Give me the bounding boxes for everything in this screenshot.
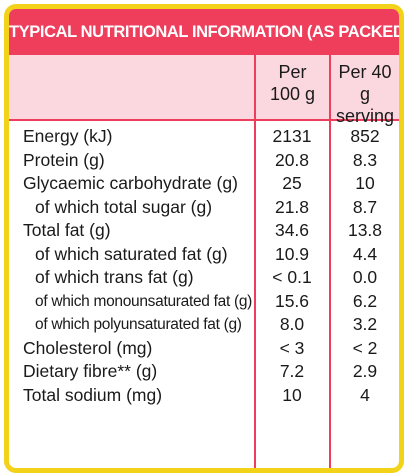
column-header-per-100g-line2: 100 g xyxy=(269,84,316,104)
nutrient-label: Cholesterol (mg) xyxy=(23,337,153,358)
table-row: of which total sugar (g) 21.8 8.7 xyxy=(9,196,399,220)
nutrient-label: Total fat (g) xyxy=(23,220,111,240)
nutrient-label: Protein (g) xyxy=(23,149,105,170)
per-100g-value: < 3 xyxy=(279,337,305,358)
per-serving-value: 13.8 xyxy=(347,220,383,240)
table-row: of which saturated fat (g) 10.9 4.4 xyxy=(9,243,399,267)
table-row: Dietary fibre** (g) 7.2 2.9 xyxy=(9,360,399,384)
per-serving-value: 10 xyxy=(355,173,375,193)
per-serving-value: 6.2 xyxy=(352,290,378,311)
table-row: Glycaemic carbohydrate (g) 25 10 xyxy=(9,172,399,196)
per-serving-value: 0.0 xyxy=(352,267,378,287)
header-divider xyxy=(9,119,399,121)
per-serving-value: 8.7 xyxy=(352,196,378,217)
table-row: of which monounsaturated fat (g) 15.6 6.… xyxy=(9,290,399,314)
column-header-per-100g: Per 100 g xyxy=(256,61,329,105)
per-100g-value: 25 xyxy=(282,173,302,193)
table-row: Protein (g) 20.8 8.3 xyxy=(9,149,399,173)
per-serving-value: < 2 xyxy=(352,337,378,358)
nutrient-label: Glycaemic carbohydrate (g) xyxy=(23,173,238,193)
table-row: of which polyunsaturated fat (g) 8.0 3.2 xyxy=(9,313,399,337)
column-divider-right xyxy=(329,55,331,468)
table-row: of which trans fat (g) < 0.1 0.0 xyxy=(9,266,399,290)
table-row: Cholesterol (mg) < 3 < 2 xyxy=(9,337,399,361)
column-header-per-serving: Per 40 g serving xyxy=(331,61,399,127)
per-serving-value: 8.3 xyxy=(352,149,378,170)
per-serving-value: 3.2 xyxy=(352,314,378,334)
per-serving-value: 2.9 xyxy=(352,361,378,381)
column-header-per-serving-line2: serving xyxy=(335,106,395,126)
column-divider-left xyxy=(254,55,256,468)
per-100g-value: 21.8 xyxy=(274,196,310,217)
per-100g-value: 15.6 xyxy=(274,290,310,311)
nutrient-label: of which total sugar (g) xyxy=(35,196,213,217)
table-row: Total fat (g) 34.6 13.8 xyxy=(9,219,399,243)
per-100g-value: 20.8 xyxy=(274,149,310,170)
nutrient-label: of which monounsaturated fat (g) xyxy=(35,292,252,310)
per-100g-value: 7.2 xyxy=(279,361,305,381)
per-100g-value: 10.9 xyxy=(274,243,310,264)
column-header-band xyxy=(9,55,399,119)
per-serving-value: 852 xyxy=(350,126,380,146)
panel-title: TYPICAL NUTRITIONAL INFORMATION (AS PACK… xyxy=(9,9,399,55)
column-header-per-serving-line1: Per 40 g xyxy=(338,62,392,104)
per-100g-value: 10 xyxy=(282,384,302,405)
nutrition-panel: TYPICAL NUTRITIONAL INFORMATION (AS PACK… xyxy=(4,4,404,473)
per-100g-value: 8.0 xyxy=(279,314,305,334)
per-serving-value: 4 xyxy=(360,384,370,405)
nutrient-label: of which trans fat (g) xyxy=(35,267,194,287)
nutrient-label: Total sodium (mg) xyxy=(23,384,163,405)
per-100g-value: 2131 xyxy=(272,126,312,146)
per-serving-value: 4.4 xyxy=(352,243,378,264)
nutrient-label: Energy (kJ) xyxy=(23,126,113,146)
table-row: Total sodium (mg) 10 4 xyxy=(9,384,399,408)
per-100g-value: 34.6 xyxy=(274,220,310,240)
per-100g-value: < 0.1 xyxy=(272,267,312,287)
nutrient-label: Dietary fibre** (g) xyxy=(23,361,158,381)
column-header-per-100g-line1: Per xyxy=(278,62,307,82)
table-row: Energy (kJ) 2131 852 xyxy=(9,125,399,149)
nutrient-label: of which saturated fat (g) xyxy=(35,243,228,264)
nutrient-label: of which polyunsaturated fat (g) xyxy=(35,316,242,333)
nutrition-rows: Energy (kJ) 2131 852 Protein (g) 20.8 8.… xyxy=(9,125,399,407)
